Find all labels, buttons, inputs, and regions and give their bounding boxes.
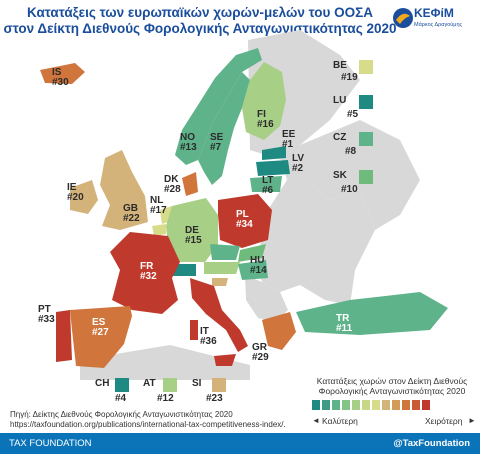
- label-iceland: IS #30: [52, 67, 69, 88]
- country-norway: [175, 48, 262, 165]
- scale-swatch: [412, 400, 420, 410]
- country-spain: [70, 306, 132, 368]
- label-hungary: HU #14: [250, 255, 267, 276]
- arrow-right-icon: ►: [468, 416, 476, 425]
- country-ireland: [70, 180, 98, 214]
- label-germany: DE #15: [185, 225, 202, 246]
- label-sweden: SE #7: [210, 132, 224, 153]
- footer-brand: TAX FOUNDATION: [9, 438, 92, 449]
- label-lithuania: LT #6: [262, 175, 274, 196]
- land-balkans: [245, 275, 288, 322]
- country-sardinia: [190, 320, 198, 340]
- color-scale: [312, 400, 430, 410]
- arrow-left-icon: ◄: [312, 416, 320, 425]
- country-poland: [218, 194, 272, 248]
- country-hungary: [238, 260, 268, 280]
- swatch-switzerland: [115, 378, 129, 392]
- country-czech: [210, 244, 240, 260]
- scale-better-label: Καλύτερη: [322, 416, 358, 426]
- scale-swatch: [392, 400, 400, 410]
- country-sweden: [198, 72, 250, 185]
- logo-subtitle: Μάρκος Δραγούμης: [414, 22, 463, 28]
- label-poland: PL #34: [236, 209, 253, 230]
- country-germany: [166, 198, 218, 262]
- label-latvia: LV #2: [292, 153, 305, 174]
- country-turkey: [296, 292, 448, 335]
- country-lithuania: [250, 176, 282, 192]
- swatch-luxembourg: [359, 95, 373, 109]
- label-denmark: DK #28: [164, 174, 181, 195]
- country-finland: [242, 62, 286, 140]
- country-sicily: [214, 354, 236, 366]
- scale-swatch: [322, 400, 330, 410]
- source-note: Πηγή: Δείκτης Διεθνούς Φορολογικής Ανταγ…: [10, 410, 286, 430]
- country-france: [110, 232, 180, 314]
- swatch-belgium: [359, 60, 373, 74]
- swatch-austria: [163, 378, 177, 392]
- country-iceland: [40, 63, 85, 84]
- country-austria: [204, 262, 240, 274]
- label-france: FR #32: [140, 261, 157, 282]
- scale-swatch: [382, 400, 390, 410]
- scale-swatch: [342, 400, 350, 410]
- country-denmark: [182, 172, 198, 196]
- country-portugal: [56, 310, 72, 362]
- swatch-czech: [359, 132, 373, 146]
- scale-worse-label: Χειρότερη: [425, 416, 463, 426]
- country-belgium: [152, 224, 166, 236]
- label-norway: NO #13: [180, 132, 197, 153]
- country-italy: [190, 278, 248, 352]
- logo-name: ΚΕΦίΜ: [414, 6, 454, 20]
- scale-swatch: [362, 400, 370, 410]
- country-slovenia: [212, 278, 228, 286]
- country-slovakia: [238, 244, 266, 262]
- country-greece: [262, 312, 296, 350]
- country-latvia: [256, 160, 290, 176]
- label-portugal: PT #33: [38, 304, 55, 325]
- scale-swatch: [422, 400, 430, 410]
- label-uk: GB #22: [123, 203, 140, 224]
- label-ireland: IE #20: [67, 182, 84, 203]
- label-turkey: TR #11: [336, 313, 353, 334]
- swatch-slovakia: [359, 170, 373, 184]
- country-uk: [100, 150, 148, 230]
- scale-swatch: [332, 400, 340, 410]
- scale-title: Κατατάξεις χωρών στον Δείκτη Διεθνούς Φο…: [316, 376, 468, 396]
- scale-swatch: [372, 400, 380, 410]
- map-title-line1: Κατατάξεις των ευρωπαϊκών χωρών-μελών το…: [27, 5, 373, 20]
- label-italy: IT #36: [200, 326, 217, 347]
- scale-swatch: [312, 400, 320, 410]
- source-line1: Πηγή: Δείκτης Διεθνούς Φορολογικής Ανταγ…: [10, 410, 233, 419]
- label-finland: FI #16: [257, 109, 274, 130]
- scale-swatch: [402, 400, 410, 410]
- label-estonia: EE #1: [282, 129, 296, 150]
- swatch-slovenia: [212, 378, 226, 392]
- label-netherlands: NL #17: [150, 195, 167, 216]
- label-greece: GR #29: [252, 342, 269, 363]
- label-spain: ES #27: [92, 317, 109, 338]
- logo-mark: [393, 8, 413, 28]
- footer-bar: [0, 433, 480, 454]
- country-estonia: [262, 146, 286, 160]
- land-north-africa: [80, 345, 250, 380]
- footer-handle: @TaxFoundation: [393, 438, 470, 449]
- scale-swatch: [352, 400, 360, 410]
- source-line2: https://taxfoundation.org/publications/i…: [10, 420, 286, 429]
- logo-wing-icon: [396, 13, 410, 24]
- country-switzerland: [172, 264, 196, 276]
